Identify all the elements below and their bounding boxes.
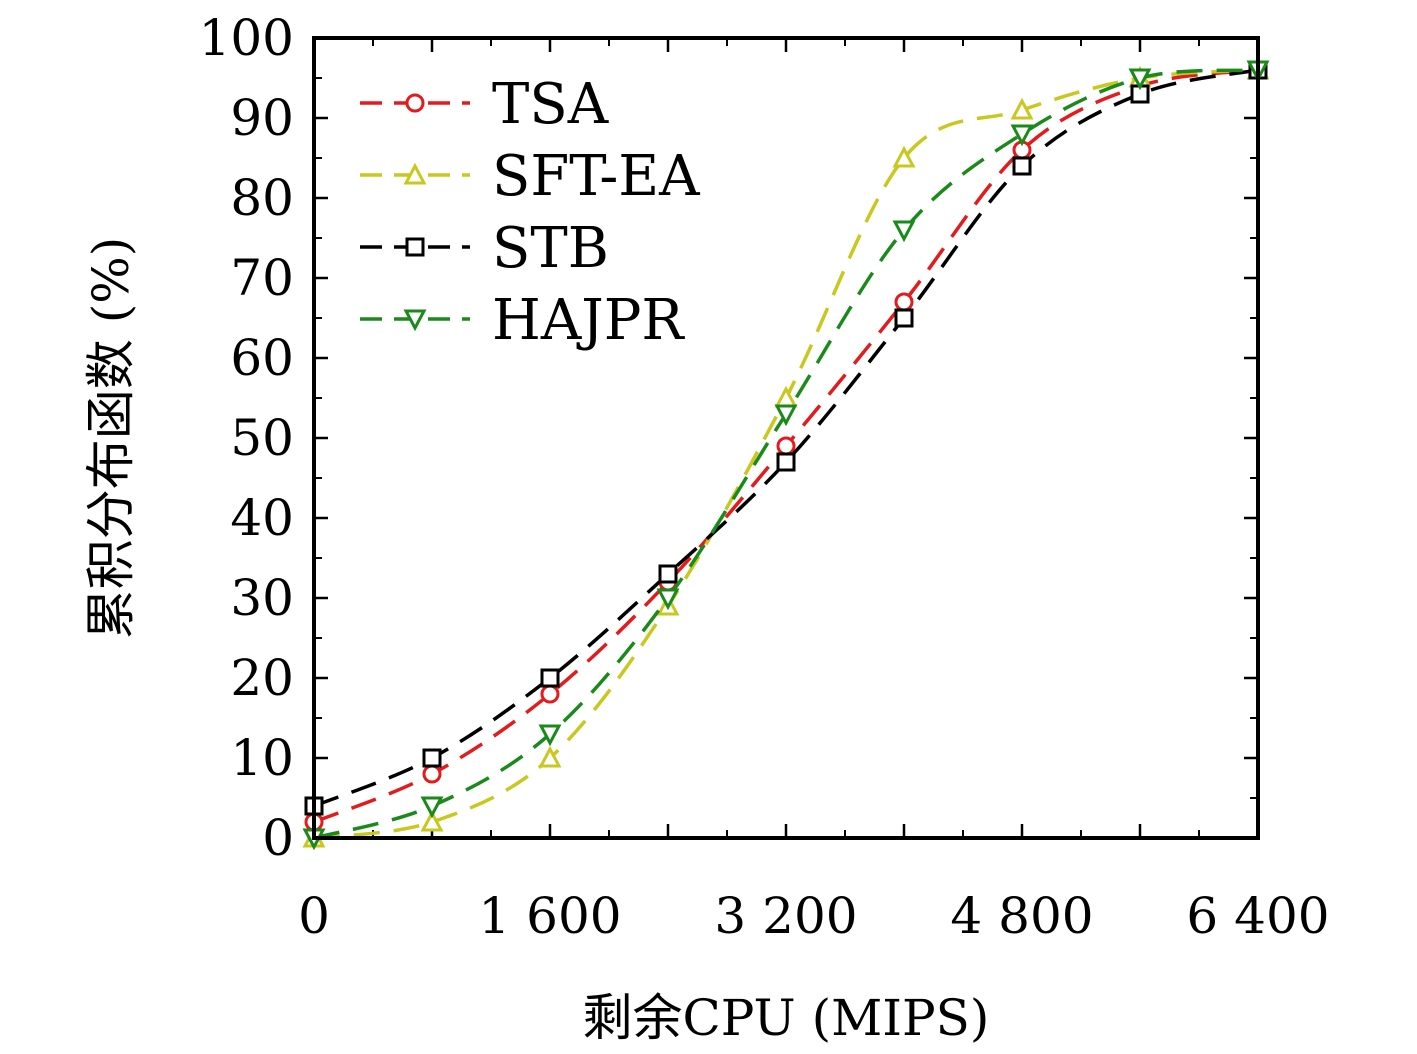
series-layer <box>302 57 1270 851</box>
legend-label: STB <box>492 216 609 281</box>
x-tick-label: 1 600 <box>478 887 621 945</box>
y-tick-label: 100 <box>199 9 294 67</box>
y-tick-label: 70 <box>230 249 294 307</box>
plot-frame <box>312 36 1260 840</box>
data-point <box>538 724 562 747</box>
data-point <box>1012 156 1032 176</box>
data-point <box>422 764 442 784</box>
data-point <box>540 668 560 688</box>
legend-label: HAJPR <box>492 288 685 353</box>
legend-swatch-marker <box>405 237 425 257</box>
data-point <box>776 436 796 456</box>
data-point <box>894 308 914 328</box>
data-point <box>892 220 916 243</box>
legend-swatch-marker <box>403 309 427 332</box>
data-point <box>540 684 560 704</box>
y-tick-label: 10 <box>230 729 294 787</box>
data-point <box>1010 97 1034 120</box>
data-point <box>1128 68 1152 91</box>
y-tick-label: 0 <box>262 809 294 867</box>
data-point <box>420 796 444 819</box>
x-tick-label: 6 400 <box>1186 887 1329 945</box>
y-axis-title: 累积分布函数 (%) <box>82 237 140 639</box>
data-point <box>1010 124 1034 147</box>
data-point <box>774 404 798 427</box>
y-tick-label: 80 <box>230 169 294 227</box>
legend-entry: HAJPR <box>360 288 685 353</box>
legend-label: SFT-EA <box>492 144 700 209</box>
y-tick-label: 50 <box>230 409 294 467</box>
y-tick-label: 40 <box>230 489 294 547</box>
data-point <box>774 385 798 408</box>
y-tick-label: 30 <box>230 569 294 627</box>
data-point <box>538 745 562 768</box>
x-tick-label: 0 <box>298 887 330 945</box>
legend-label: TSA <box>492 72 609 137</box>
data-point <box>656 588 680 611</box>
legend: TSA SFT-EA STB HAJPR <box>360 72 700 353</box>
x-tick-label: 4 800 <box>950 887 1093 945</box>
legend-swatch-marker <box>403 162 427 185</box>
x-tick-label: 3 200 <box>714 887 857 945</box>
data-point <box>658 564 678 584</box>
data-point <box>420 809 444 832</box>
legend-entry: SFT-EA <box>360 144 700 209</box>
data-point <box>776 452 796 472</box>
y-tick-label: 60 <box>230 329 294 387</box>
data-point <box>894 292 914 312</box>
legend-swatch-marker <box>405 93 425 113</box>
legend-entry: STB <box>360 216 609 281</box>
data-point <box>422 748 442 768</box>
x-axis-title: 剩余CPU (MIPS) <box>583 989 990 1047</box>
legend-entry: TSA <box>360 72 609 137</box>
ticks-layer: 0 10 20 30 40 50 60 70 80 90 100 0 1 600 3 200 4 800 6 … <box>199 9 1330 945</box>
y-tick-label: 90 <box>230 89 294 147</box>
series-line <box>313 68 1259 808</box>
y-tick-label: 20 <box>230 649 294 707</box>
data-point <box>892 145 916 168</box>
series-tsa <box>304 60 1268 832</box>
